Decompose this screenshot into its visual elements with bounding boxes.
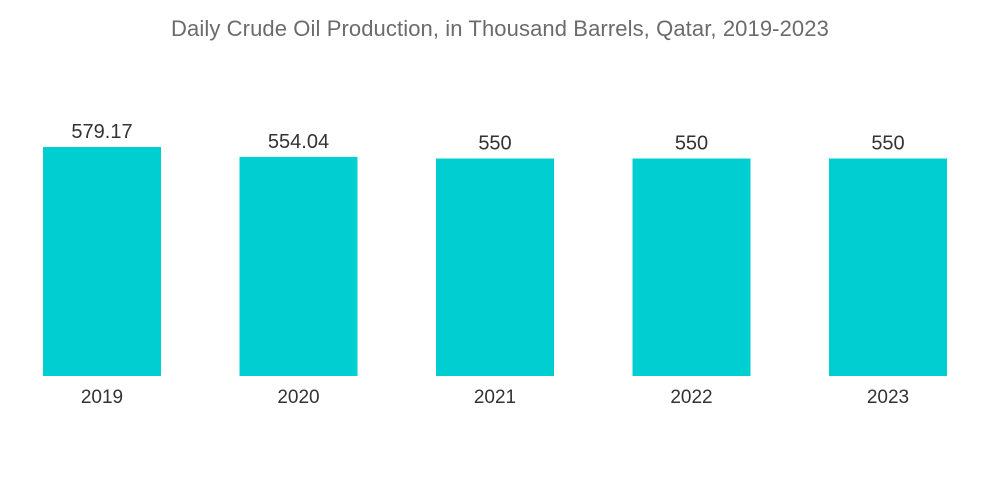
x-tick-label-2023: 2023: [867, 387, 909, 408]
value-label-2023: 550: [871, 133, 904, 155]
chart-title: Daily Crude Oil Production, in Thousand …: [171, 16, 829, 41]
value-labels-group: 579.17 554.04 550 550 550: [71, 121, 904, 155]
x-tick-label-2021: 2021: [474, 387, 516, 408]
value-label-2022: 550: [675, 133, 708, 155]
bar-2020: [239, 156, 358, 376]
bar-2019: [43, 147, 161, 376]
bar-2022: [632, 158, 751, 376]
x-tick-label-2020: 2020: [277, 387, 319, 408]
value-label-2019: 579.17: [71, 121, 132, 143]
value-label-2020: 554.04: [268, 131, 329, 153]
bar-2023: [829, 158, 947, 376]
x-tick-label-2019: 2019: [81, 387, 123, 408]
value-label-2021: 550: [478, 133, 511, 155]
x-tick-label-2022: 2022: [670, 387, 712, 408]
x-axis-ticks: 2019 2020 2021 2022 2023: [81, 387, 909, 408]
bar-2021: [436, 158, 554, 376]
bars-group: [43, 147, 947, 376]
